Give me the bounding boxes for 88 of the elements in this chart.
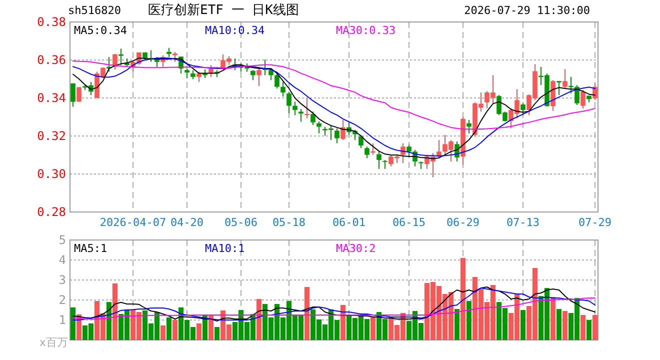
y-tick-label: 0.36 [37, 53, 66, 67]
y-tick-label: 2 [58, 293, 66, 307]
candlestick [274, 72, 280, 89]
x-tick-label: 05-18 [272, 216, 306, 229]
x-tick-label: 06-29 [446, 216, 480, 229]
bar [586, 320, 592, 340]
candlestick [298, 108, 304, 122]
bar [172, 320, 178, 340]
candlestick [256, 68, 262, 87]
bar [340, 305, 346, 340]
text: MA5:0.34 [74, 24, 128, 37]
bar [70, 307, 76, 340]
candlestick [316, 121, 322, 134]
bar [166, 317, 172, 340]
bar [466, 301, 472, 340]
bar [520, 310, 526, 340]
text: MA30:2 [336, 242, 376, 255]
bar [304, 287, 310, 340]
y-tick-label: 0.32 [37, 129, 66, 143]
candlestick [376, 151, 382, 170]
bar [454, 309, 460, 340]
x-tick-label: 07-29 [578, 216, 612, 229]
candlestick [370, 142, 376, 156]
bar [256, 299, 262, 340]
bar [112, 283, 118, 340]
y-tick-label: 0.34 [37, 91, 66, 105]
bar [460, 258, 466, 340]
candlestick [172, 51, 178, 62]
bar [562, 311, 568, 340]
text: MA30:0.33 [336, 24, 396, 37]
candlestick [358, 134, 364, 149]
y-tick-label: 0.38 [37, 15, 66, 29]
candlestick [304, 98, 310, 119]
text: 2026-07-29 11:30:00 [464, 4, 590, 17]
candlestick [520, 102, 526, 116]
bar [196, 323, 202, 340]
bar [106, 302, 112, 340]
candlestick [406, 144, 412, 158]
candlestick [580, 90, 586, 109]
candlestick [166, 47, 172, 58]
bar [556, 309, 562, 340]
candlestick [466, 120, 472, 134]
candlestick [400, 142, 406, 164]
bar [592, 315, 598, 340]
candlestick [208, 64, 214, 78]
candlestick [292, 101, 298, 116]
candlestick [340, 120, 346, 140]
bar [580, 315, 586, 340]
text: MA5:1 [74, 242, 108, 255]
bar [202, 315, 208, 340]
y-tick-label: 4 [58, 253, 66, 267]
y-tick-label: 3 [58, 273, 66, 287]
y-tick-label: 5 [58, 233, 66, 247]
candlestick [562, 68, 568, 89]
bar [370, 317, 376, 340]
candlestick [334, 128, 340, 144]
x-tick-label: 06-15 [392, 216, 426, 229]
candlestick [574, 84, 580, 106]
candlestick [364, 146, 370, 159]
candlestick [310, 111, 316, 126]
bar [214, 327, 220, 340]
candlestick [76, 86, 82, 102]
candlestick [250, 70, 256, 81]
text: MA10:0.34 [205, 24, 265, 37]
y-axis-title: x百万 [39, 336, 68, 349]
text: sh516820 [68, 4, 121, 17]
candlestick [184, 68, 190, 79]
x-tick-label: 04-20 [170, 216, 204, 229]
candlestick [70, 82, 76, 108]
x-tick-label: 06-01 [332, 216, 366, 229]
bar [160, 325, 166, 340]
candlestick [280, 81, 286, 98]
x-tick-label: 07-13 [506, 216, 540, 229]
bar [550, 297, 556, 340]
chart-title: 医疗创新ETF 一 日K线图 [148, 3, 299, 18]
line-series [72, 298, 596, 320]
candlestick [112, 53, 118, 70]
x-tick-label: 2026-04-07 [100, 216, 166, 229]
y-tick-label: 0.28 [37, 205, 66, 219]
text: MA10:1 [205, 242, 245, 255]
candlestick [196, 71, 202, 82]
candlestick [556, 80, 562, 96]
y-tick-label: 0.30 [37, 167, 66, 181]
bar [208, 315, 214, 340]
y-tick-label: 1 [58, 313, 66, 327]
candlestick [286, 91, 292, 114]
x-tick-label: 05-06 [224, 216, 258, 229]
candlestick [118, 48, 124, 66]
